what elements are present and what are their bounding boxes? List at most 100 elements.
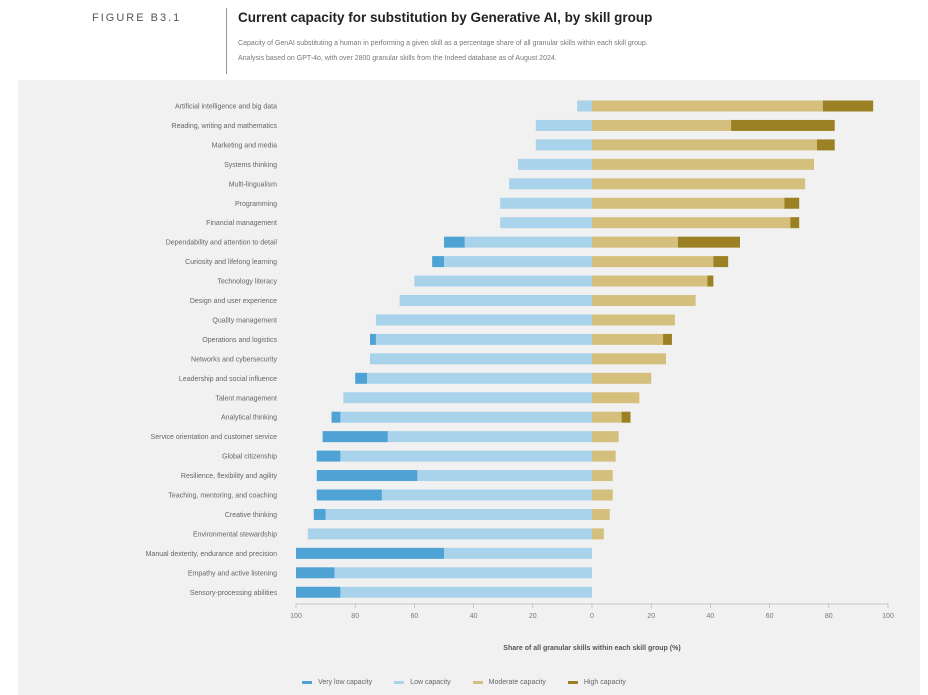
category-label: Programming bbox=[235, 201, 277, 208]
legend-label-high: High capacity bbox=[583, 678, 626, 686]
bar-moderate bbox=[592, 392, 640, 404]
bar-moderate bbox=[592, 314, 675, 326]
bar-high bbox=[731, 119, 835, 131]
category-label: Operations and logistics bbox=[202, 337, 277, 344]
bar-low bbox=[500, 197, 592, 209]
category-label: Leadership and social influence bbox=[179, 376, 277, 383]
bar-low bbox=[509, 178, 592, 190]
category-label: Empathy and active listening bbox=[188, 570, 277, 577]
bar-high bbox=[707, 275, 714, 287]
legend-swatch-low bbox=[394, 680, 405, 684]
bar-high bbox=[822, 100, 874, 112]
category-label: Financial management bbox=[206, 220, 277, 227]
figure-label: FIGURE B3.1 bbox=[92, 12, 182, 24]
category-label: Talent management bbox=[216, 395, 278, 402]
legend-swatch-very-low bbox=[302, 680, 313, 684]
x-tick-label: 60 bbox=[411, 613, 419, 620]
bar-very-low bbox=[355, 372, 368, 384]
bar-moderate bbox=[592, 450, 616, 462]
legend-item-moderate: Moderate capacity bbox=[472, 676, 546, 688]
header-divider bbox=[226, 8, 227, 74]
bar-very-low bbox=[316, 450, 341, 462]
legend-item-high: High capacity bbox=[567, 676, 626, 688]
category-label: Design and user experience bbox=[190, 298, 277, 305]
bar-low bbox=[340, 450, 592, 462]
bar-moderate bbox=[592, 528, 604, 540]
bar-low bbox=[535, 139, 592, 151]
legend-label-low: Low capacity bbox=[410, 678, 451, 686]
bar-moderate bbox=[592, 508, 610, 520]
chart-subtitle-line-1: Capacity of GenAI substituting a human i… bbox=[238, 40, 648, 47]
bar-very-low bbox=[322, 431, 388, 443]
bar-low bbox=[375, 333, 592, 345]
bar-moderate bbox=[592, 411, 622, 423]
bar-low bbox=[387, 431, 592, 443]
bar-low bbox=[381, 489, 592, 501]
category-label: Technology literacy bbox=[217, 279, 277, 286]
category-label: Systems thinking bbox=[224, 162, 277, 169]
x-tick-label: 100 bbox=[882, 613, 894, 620]
category-label: Reading, writing and mathematics bbox=[172, 123, 278, 130]
bar-moderate bbox=[592, 139, 817, 151]
bar-moderate bbox=[592, 275, 708, 287]
bar-moderate bbox=[592, 100, 823, 112]
bar-moderate bbox=[592, 236, 678, 248]
bar-low bbox=[444, 256, 592, 268]
bar-low bbox=[500, 217, 592, 229]
bar-low bbox=[334, 567, 592, 579]
bar-low bbox=[375, 314, 592, 326]
bar-high bbox=[784, 197, 800, 209]
category-label: Marketing and media bbox=[212, 142, 277, 149]
x-tick-label: 40 bbox=[470, 613, 478, 620]
bar-moderate bbox=[592, 178, 806, 190]
bar-very-low bbox=[331, 411, 341, 423]
bar-low bbox=[340, 411, 592, 423]
bar-low bbox=[535, 119, 592, 131]
bar-low bbox=[417, 470, 592, 482]
bar-very-low bbox=[313, 508, 326, 520]
bar-low bbox=[444, 547, 592, 559]
bar-high bbox=[663, 333, 672, 345]
chart-subtitle: Capacity of GenAI substituting a human i… bbox=[238, 36, 898, 66]
bar-very-low bbox=[296, 586, 341, 598]
category-label: Manual dexterity, endurance and precisio… bbox=[146, 551, 278, 558]
legend-swatch-high bbox=[567, 680, 578, 684]
bar-high bbox=[816, 139, 835, 151]
category-label: Teaching, mentoring, and coaching bbox=[168, 493, 277, 500]
figure-header: FIGURE B3.1 Current capacity for substit… bbox=[0, 0, 928, 78]
category-label: Environmental stewardship bbox=[193, 531, 277, 538]
bar-low bbox=[343, 392, 592, 404]
bar-low bbox=[577, 100, 592, 112]
bar-very-low bbox=[296, 547, 444, 559]
chart-title: Current capacity for substitution by Gen… bbox=[238, 10, 653, 25]
bar-moderate bbox=[592, 470, 613, 482]
bar-very-low bbox=[444, 236, 465, 248]
category-label: Analytical thinking bbox=[221, 415, 277, 422]
x-tick-label: 20 bbox=[647, 613, 655, 620]
category-label: Service orientation and customer service bbox=[151, 434, 278, 441]
category-label: Quality management bbox=[212, 317, 277, 324]
category-label: Networks and cybersecurity bbox=[191, 356, 277, 363]
bar-moderate bbox=[592, 217, 791, 229]
x-tick-label: 100 bbox=[290, 613, 302, 620]
x-tick-label: 80 bbox=[351, 613, 359, 620]
bar-low bbox=[367, 372, 592, 384]
bar-very-low bbox=[316, 470, 418, 482]
bar-very-low bbox=[296, 567, 335, 579]
bar-low bbox=[340, 586, 592, 598]
category-label: Curiosity and lifelong learning bbox=[185, 259, 277, 266]
category-label: Global citizenship bbox=[222, 454, 277, 461]
bar-low bbox=[325, 508, 592, 520]
legend-item-very-low: Very low capacity bbox=[302, 676, 372, 688]
bar-moderate bbox=[592, 431, 619, 443]
legend-label-very-low: Very low capacity bbox=[318, 678, 373, 686]
bar-low bbox=[307, 528, 592, 540]
x-tick-label: 80 bbox=[825, 613, 833, 620]
bar-moderate bbox=[592, 158, 814, 170]
x-tick-label: 20 bbox=[529, 613, 537, 620]
legend-swatch-moderate bbox=[472, 680, 483, 684]
legend-item-low: Low capacity bbox=[394, 676, 451, 688]
bar-very-low bbox=[316, 489, 382, 501]
bar-moderate bbox=[592, 119, 732, 131]
